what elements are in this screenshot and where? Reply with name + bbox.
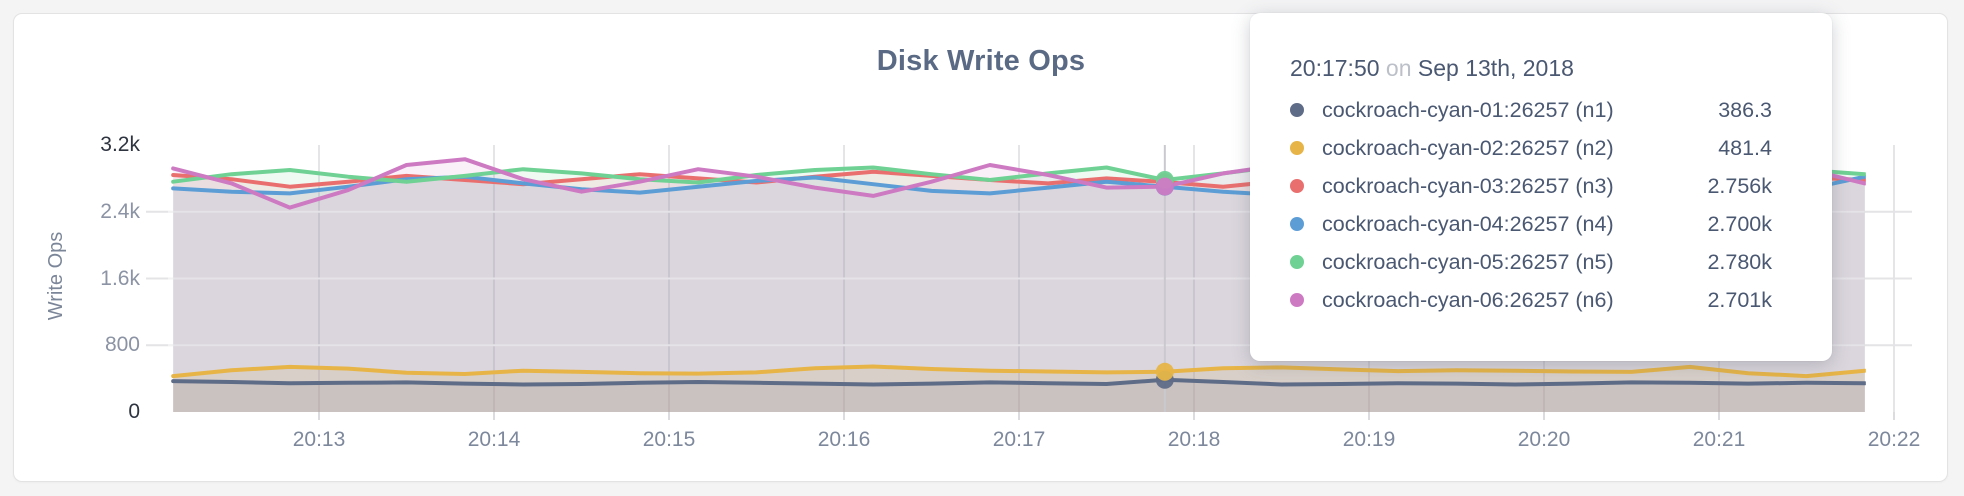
tooltip-time: 20:17:50 [1290, 55, 1380, 81]
hover-tooltip: 20:17:50 on Sep 13th, 2018 cockroach-cya… [1250, 13, 1832, 361]
tooltip-row-label: cockroach-cyan-04:26257 (n4) [1322, 211, 1614, 236]
x-tick-label: 20:13 [292, 428, 346, 451]
series-dot-icon [1290, 103, 1304, 117]
chart-title: Disk Write Ops [876, 45, 1086, 77]
x-tick-label: 20:15 [642, 428, 696, 451]
series-dot-icon [1290, 217, 1304, 231]
series-line [171, 377, 1866, 387]
tooltip-row: cockroach-cyan-06:26257 (n6) 2.701k [1290, 281, 1772, 319]
y-tick-label: 3.2k [100, 133, 140, 156]
y-tick-label: 1.6k [100, 266, 140, 290]
x-tick-label: 20:14 [467, 428, 521, 451]
tooltip-row-value: 2.701k [1707, 287, 1772, 312]
tooltip-row: cockroach-cyan-05:26257 (n5) 2.780k [1290, 243, 1772, 281]
x-tick-label: 20:20 [1517, 428, 1571, 451]
y-tick-label: 2.4k [100, 199, 140, 223]
tooltip-on: on [1385, 55, 1412, 81]
x-tick-label: 20:16 [817, 428, 871, 451]
x-tick-label: 20:19 [1342, 428, 1396, 451]
tooltip-row-value: 2.756k [1707, 173, 1772, 198]
hover-dot [1155, 177, 1174, 196]
tooltip-row-label: cockroach-cyan-03:26257 (n3) [1322, 173, 1614, 198]
tooltip-row: cockroach-cyan-04:26257 (n4) 2.700k [1290, 205, 1772, 243]
x-tick-label: 20:21 [1692, 428, 1746, 451]
tooltip-row: cockroach-cyan-02:26257 (n2) 481.4 [1290, 129, 1772, 167]
series-area [173, 379, 1865, 412]
x-tick-label: 20:22 [1867, 428, 1921, 451]
tooltip-row: cockroach-cyan-01:26257 (n1) 386.3 [1290, 91, 1772, 129]
tooltip-date: Sep 13th, 2018 [1417, 55, 1574, 81]
hover-dot [1155, 362, 1174, 381]
series-dot-icon [1290, 293, 1304, 307]
tooltip-row-label: cockroach-cyan-06:26257 (n6) [1322, 287, 1614, 312]
tooltip-header: 20:17:50 on Sep 13th, 2018 [1290, 53, 1772, 83]
tooltip-row-value: 386.3 [1718, 97, 1772, 122]
tooltip-row-value: 481.4 [1718, 135, 1772, 160]
tooltip-row-label: cockroach-cyan-01:26257 (n1) [1322, 97, 1614, 122]
y-tick-label: 800 [104, 333, 140, 357]
series-dot-icon [1290, 141, 1304, 155]
series-dot-icon [1290, 179, 1304, 193]
tooltip-row-label: cockroach-cyan-05:26257 (n5) [1322, 249, 1614, 274]
series-area [173, 366, 1865, 412]
tooltip-row: cockroach-cyan-03:26257 (n3) 2.756k [1290, 167, 1772, 205]
y-tick-label: 0 [128, 400, 140, 423]
tooltip-rows: cockroach-cyan-01:26257 (n1) 386.3 cockroa… [1290, 91, 1772, 319]
series-dot-icon [1290, 255, 1304, 269]
tooltip-row-label: cockroach-cyan-02:26257 (n2) [1322, 135, 1614, 160]
x-tick-label: 20:18 [1167, 428, 1221, 451]
tooltip-row-value: 2.700k [1707, 211, 1772, 236]
series-line [171, 364, 1866, 379]
tooltip-row-value: 2.780k [1707, 249, 1772, 274]
x-tick-label: 20:17 [992, 428, 1046, 451]
